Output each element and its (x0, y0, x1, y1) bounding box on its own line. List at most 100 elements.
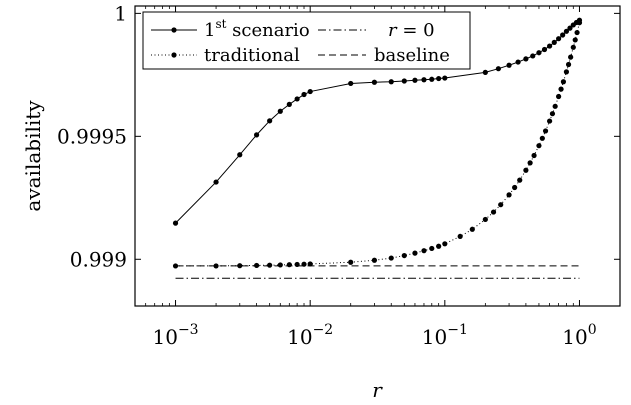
data-point-traditional (565, 61, 572, 68)
data-point-traditional (572, 37, 578, 43)
data-point-1st-scenario (541, 46, 548, 53)
legend: 1st scenario r = 0 traditional baseline (142, 11, 471, 70)
data-point-traditional (490, 209, 497, 215)
data-point-1st-scenario (547, 43, 553, 49)
data-point-traditional (348, 259, 354, 265)
x-tick-label-base: 10 (152, 325, 177, 349)
plot-frame (134, 5, 621, 307)
data-point-1st-scenario (567, 25, 573, 31)
data-point-1st-scenario (172, 220, 179, 226)
data-point-traditional (401, 252, 407, 259)
data-point-1st-scenario (563, 28, 570, 34)
data-point-traditional (539, 135, 545, 141)
x-tick-label-base: 10 (422, 325, 447, 349)
data-point-1st-scenario (482, 69, 488, 75)
data-point-traditional (547, 118, 553, 124)
data-point-1st-scenario (523, 56, 529, 62)
data-point-traditional (523, 167, 529, 173)
data-point-traditional (527, 160, 533, 166)
data-point-1st-scenario (412, 77, 418, 83)
data-point-1st-scenario (530, 53, 536, 59)
data-point-traditional (213, 263, 219, 269)
legend-entry-traditional: traditional (151, 45, 300, 66)
data-point-traditional (560, 79, 567, 85)
data-point-1st-scenario (515, 59, 521, 65)
y-tick-label: 0.999 (70, 247, 127, 271)
data-point-traditional (388, 255, 394, 261)
data-point-traditional (237, 263, 243, 269)
data-point-1st-scenario (436, 75, 442, 82)
data-point-traditional (498, 202, 504, 208)
x-tick-label-exponent: −2 (313, 322, 334, 338)
x-tick-label: 10−2 (287, 322, 333, 349)
data-point-traditional (549, 111, 556, 117)
data-point-traditional (576, 20, 583, 26)
data-point-traditional (482, 216, 488, 223)
data-point-traditional (277, 262, 283, 268)
data-point-1st-scenario (536, 50, 542, 56)
data-point-traditional (412, 250, 418, 256)
data-point-1st-scenario (307, 88, 313, 95)
data-point-traditional (469, 226, 475, 232)
data-point-1st-scenario (286, 101, 292, 107)
data-point-1st-scenario (506, 62, 512, 68)
data-point-1st-scenario (348, 80, 354, 87)
data-point-1st-scenario (421, 77, 427, 83)
legend-label-traditional: traditional (204, 45, 300, 66)
x-tick-label-exponent: 0 (588, 322, 597, 338)
legend-label-r-zero: r = 0 (388, 20, 435, 41)
legend-entry-baseline: baseline (318, 45, 450, 66)
data-point-traditional (286, 262, 292, 268)
data-point-traditional (506, 192, 512, 198)
data-point-1st-scenario (495, 66, 501, 72)
data-point-1st-scenario (401, 78, 407, 84)
data-point-traditional (574, 29, 580, 36)
legend-label-first-scenario-word: scenario (226, 20, 309, 41)
data-point-traditional (267, 262, 273, 268)
legend-label-baseline: baseline (374, 45, 450, 66)
legend-marker-traditional (171, 52, 177, 58)
data-point-1st-scenario (551, 39, 557, 45)
legend-marker-first-scenario (171, 27, 177, 33)
data-point-1st-scenario (237, 152, 243, 158)
plot-layer (172, 17, 583, 279)
legend-box (142, 11, 471, 70)
data-point-traditional (552, 103, 558, 109)
data-point-traditional (531, 152, 537, 159)
legend-label-r-zero-var: r (388, 20, 398, 41)
x-tick-label: 10−3 (152, 322, 198, 349)
data-point-traditional (429, 245, 435, 252)
x-tick-label: 10−1 (422, 322, 468, 349)
data-point-traditional (542, 128, 549, 134)
data-point-1st-scenario (294, 96, 300, 102)
x-tick-label-base: 10 (287, 325, 312, 349)
data-point-1st-scenario (277, 108, 283, 114)
y-tick-label: 0.9995 (57, 124, 127, 148)
y-tick-label: 1 (114, 1, 127, 25)
legend-label-r-zero-value: = 0 (397, 20, 435, 41)
data-point-traditional (436, 243, 442, 249)
legend-entry-first-scenario: 1st scenario (151, 17, 310, 41)
x-tick-label-exponent: −1 (447, 322, 468, 338)
data-point-1st-scenario (301, 91, 307, 98)
data-point-traditional (568, 54, 574, 60)
legend-entry-r-zero: r = 0 (318, 20, 435, 41)
x-tick-label-exponent: −3 (178, 322, 199, 338)
data-point-1st-scenario (213, 179, 219, 185)
legend-label-first-scenario: 1st scenario (204, 17, 310, 41)
data-point-1st-scenario (267, 118, 273, 124)
data-point-1st-scenario (560, 32, 566, 38)
data-point-traditional (442, 241, 448, 247)
data-point-1st-scenario (371, 79, 378, 85)
data-point-traditional (536, 143, 542, 149)
data-point-traditional (307, 261, 313, 267)
data-point-traditional (558, 86, 564, 92)
data-point-1st-scenario (442, 75, 448, 81)
data-point-traditional (421, 248, 427, 254)
data-point-1st-scenario (556, 36, 562, 42)
legend-label-first-scenario-suffix: st (215, 17, 226, 31)
data-point-traditional (563, 69, 570, 75)
data-point-1st-scenario (254, 132, 260, 138)
